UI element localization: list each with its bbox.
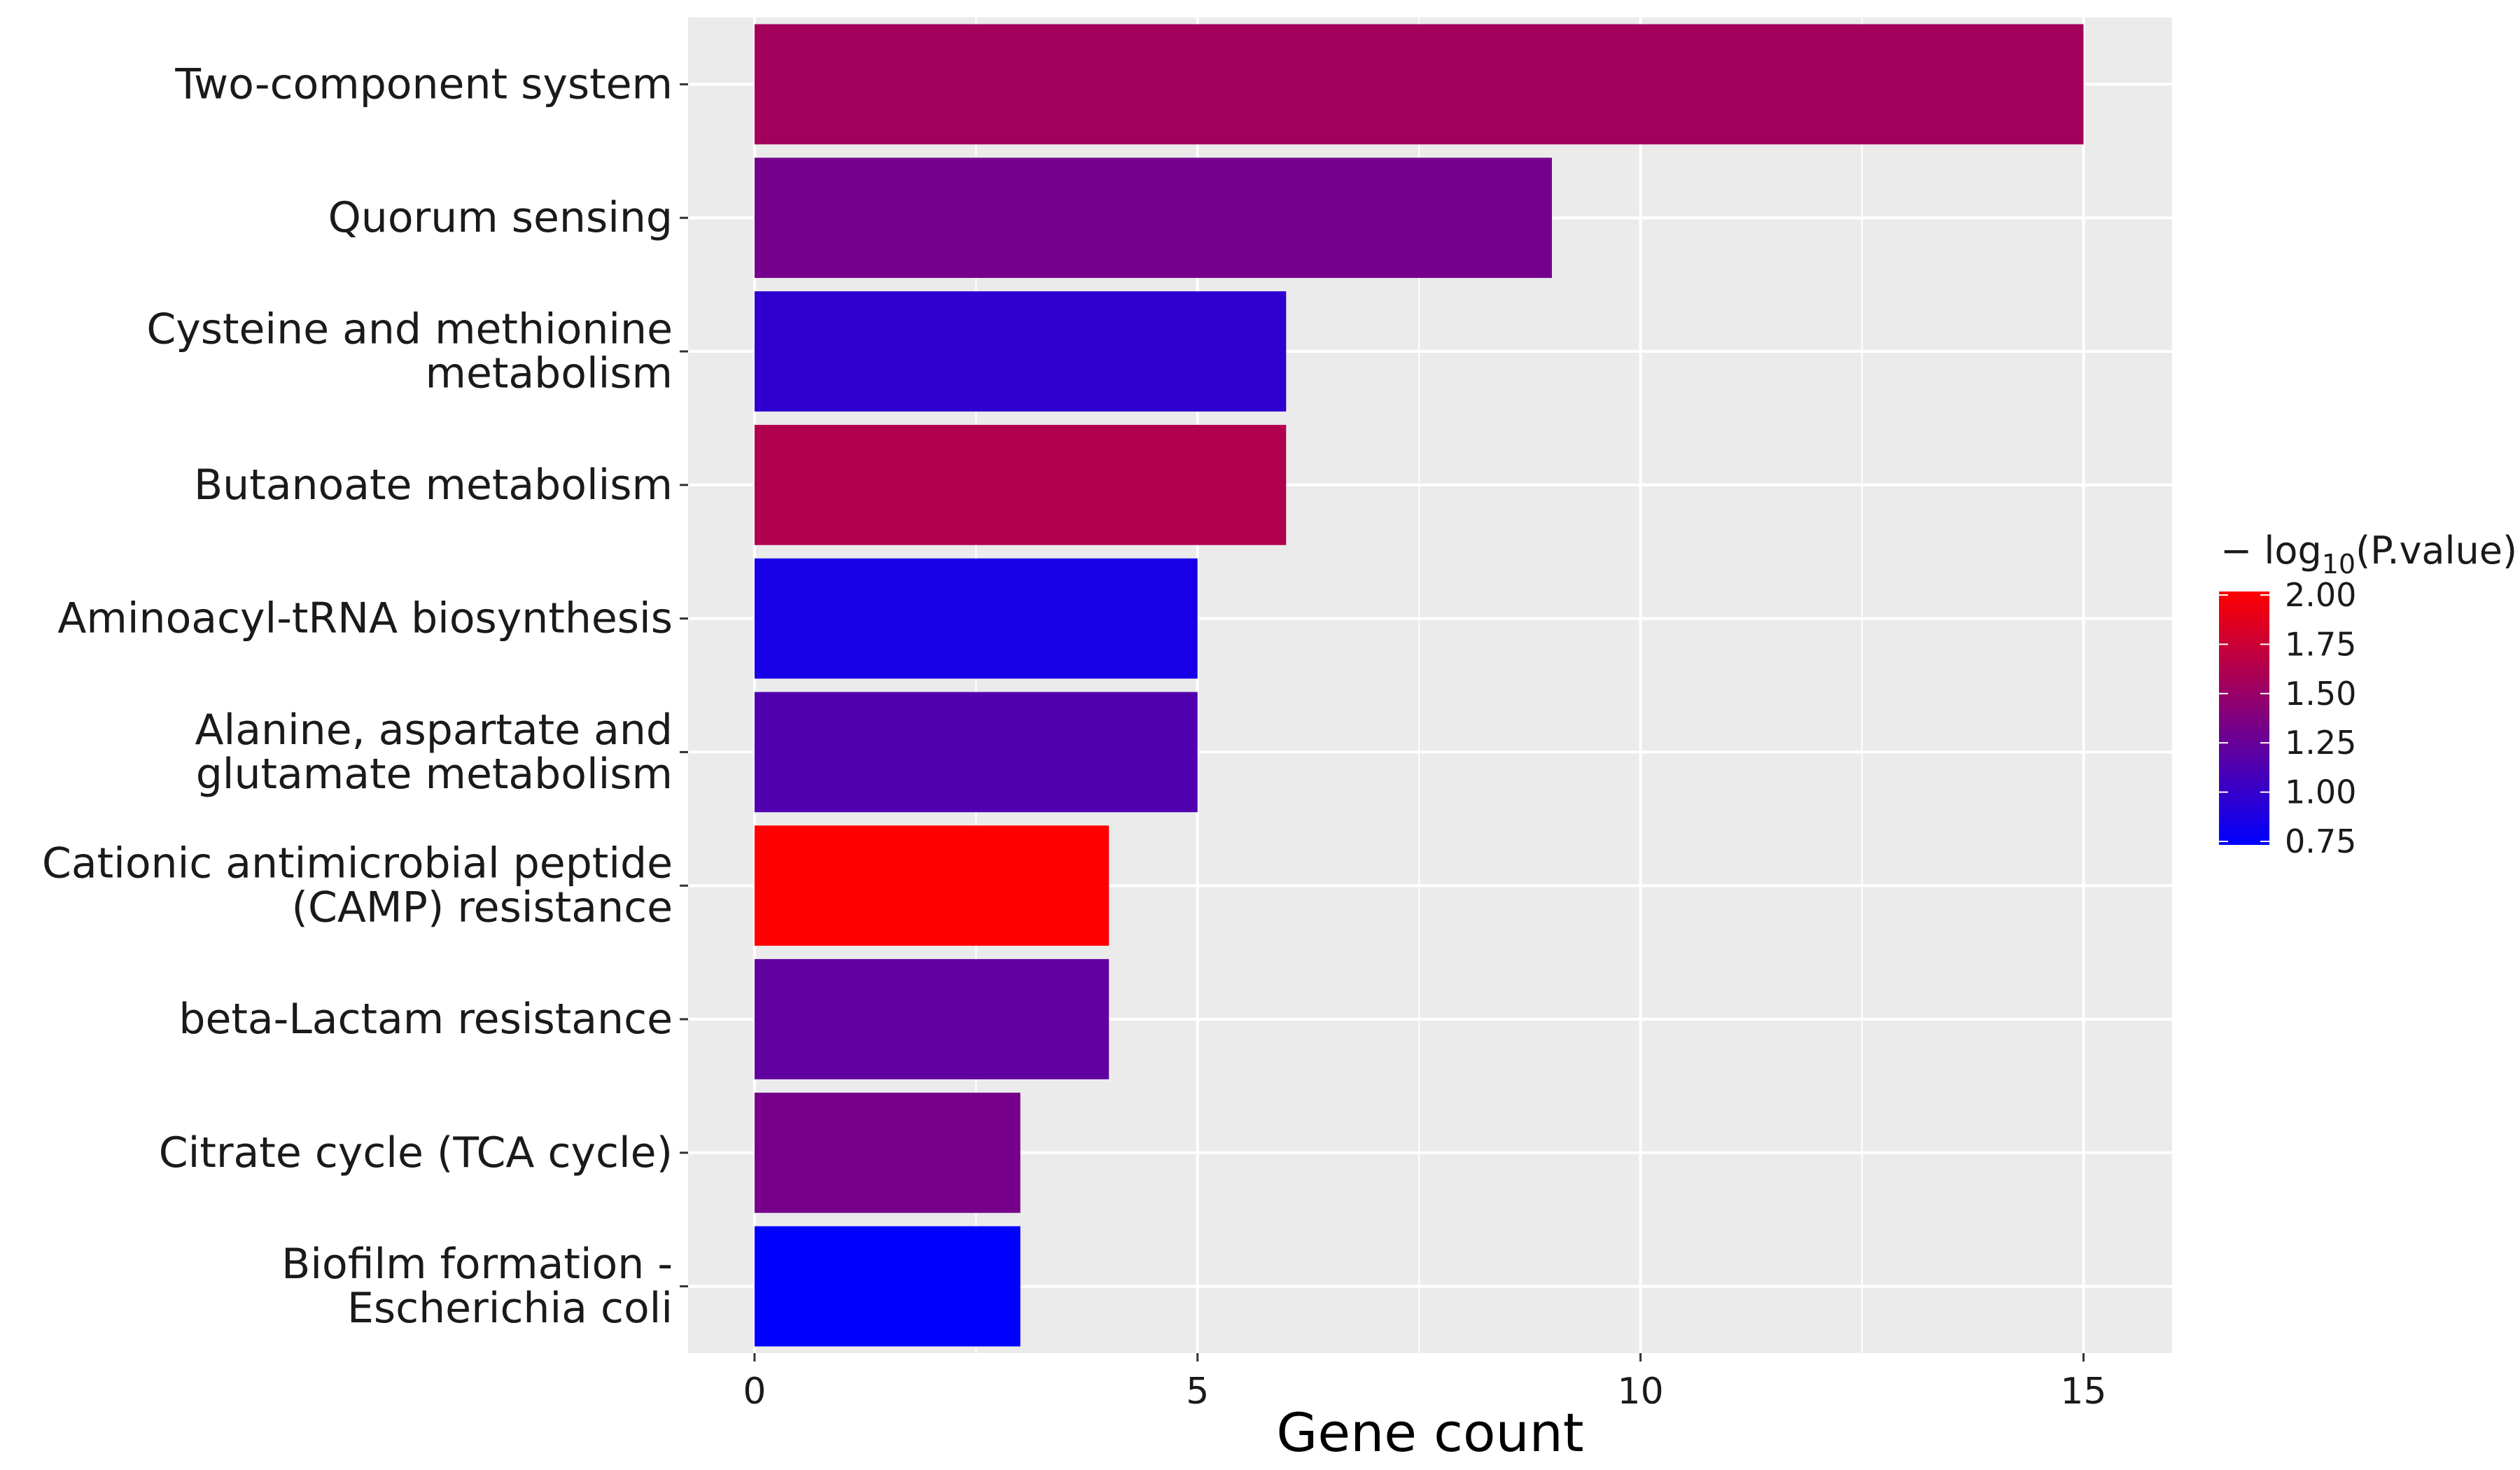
y-tick-label-line: metabolism (426, 349, 673, 398)
legend-tick-label: 2.00 (2285, 576, 2356, 614)
legend-tick-label: 1.75 (2285, 625, 2356, 663)
y-tick-label: Butanoate metabolism (194, 461, 673, 510)
legend-tick-label: 1.50 (2285, 675, 2356, 713)
y-tick-label-line: Biofilm formation - (281, 1240, 673, 1289)
bar (754, 424, 1287, 545)
bar (754, 692, 1198, 813)
legend-colorbar (2219, 592, 2269, 845)
legend-title-prefix: − log (2220, 528, 2322, 573)
y-tick-label: Cationic antimicrobial peptide (CAMP) res… (42, 839, 673, 932)
y-tick-label-line: (CAMP) resistance (292, 883, 673, 932)
bar (754, 158, 1553, 279)
x-tick-label: 15 (2060, 1371, 2106, 1413)
bars (754, 24, 2084, 1347)
y-tick-label-line: Cysteine and methionine (146, 305, 673, 354)
x-tick-label: 0 (743, 1371, 766, 1413)
bar (754, 24, 2084, 145)
bar (754, 1226, 1021, 1347)
y-tick-label-line: beta-Lactam resistance (178, 995, 673, 1044)
bar (754, 558, 1198, 679)
y-tick-label: Two-component system (174, 59, 673, 108)
y-tick-label: Citrate cycle (TCA cycle) (159, 1128, 673, 1177)
y-tick-label: Aminoacyl-tRNA biosynthesis (57, 594, 673, 643)
legend-tick-label: 1.25 (2285, 724, 2356, 762)
y-tick-label: Cysteine and methionine metabolism (146, 305, 673, 398)
x-tick-label: 5 (1186, 1371, 1209, 1413)
bar (754, 291, 1287, 412)
y-tick-label-line: Quorum sensing (328, 193, 673, 242)
legend-ticks: 2.00 1.75 1.50 1.25 1.00 0.75 (2219, 576, 2356, 860)
y-tick-label-line: Citrate cycle (TCA cycle) (159, 1128, 673, 1177)
x-tick-label: 10 (1618, 1371, 1664, 1413)
y-tick-label-line: Two-component system (174, 59, 673, 108)
bar (754, 1092, 1021, 1213)
y-tick-label-line: Cationic antimicrobial peptide (42, 839, 673, 888)
legend-title: − log10(P.value) (2220, 528, 2517, 580)
legend-title-suffix: (P.value) (2356, 528, 2517, 573)
legend-tick-label: 1.00 (2285, 774, 2356, 811)
y-tick-label-line: Butanoate metabolism (194, 461, 673, 510)
x-axis: 0 5 10 15 (743, 1353, 2107, 1413)
y-tick-label: Alanine, aspartate and glutamate metaboli… (195, 706, 673, 799)
y-axis: Two-component system Quorum sensing Cystei… (42, 59, 688, 1333)
bar (754, 959, 1110, 1079)
x-axis-title: Gene count (1276, 1401, 1583, 1464)
y-tick-label-line: Alanine, aspartate and (195, 706, 673, 755)
legend-title-subscript: 10 (2322, 549, 2356, 580)
y-tick-label-line: Escherichia coli (347, 1284, 673, 1333)
bar (754, 825, 1110, 946)
y-tick-label-line: Aminoacyl-tRNA biosynthesis (57, 594, 673, 643)
legend-tick-label: 0.75 (2285, 822, 2356, 860)
y-tick-label: Quorum sensing (328, 193, 673, 242)
y-tick-label: Biofilm formation -Escherichia coli (281, 1240, 673, 1333)
color-legend: − log10(P.value) 2.00 1.75 1.50 1.25 1.00 0.7… (2219, 528, 2517, 860)
y-tick-label: beta-Lactam resistance (178, 995, 673, 1044)
y-tick-label-line: glutamate metabolism (196, 750, 673, 799)
